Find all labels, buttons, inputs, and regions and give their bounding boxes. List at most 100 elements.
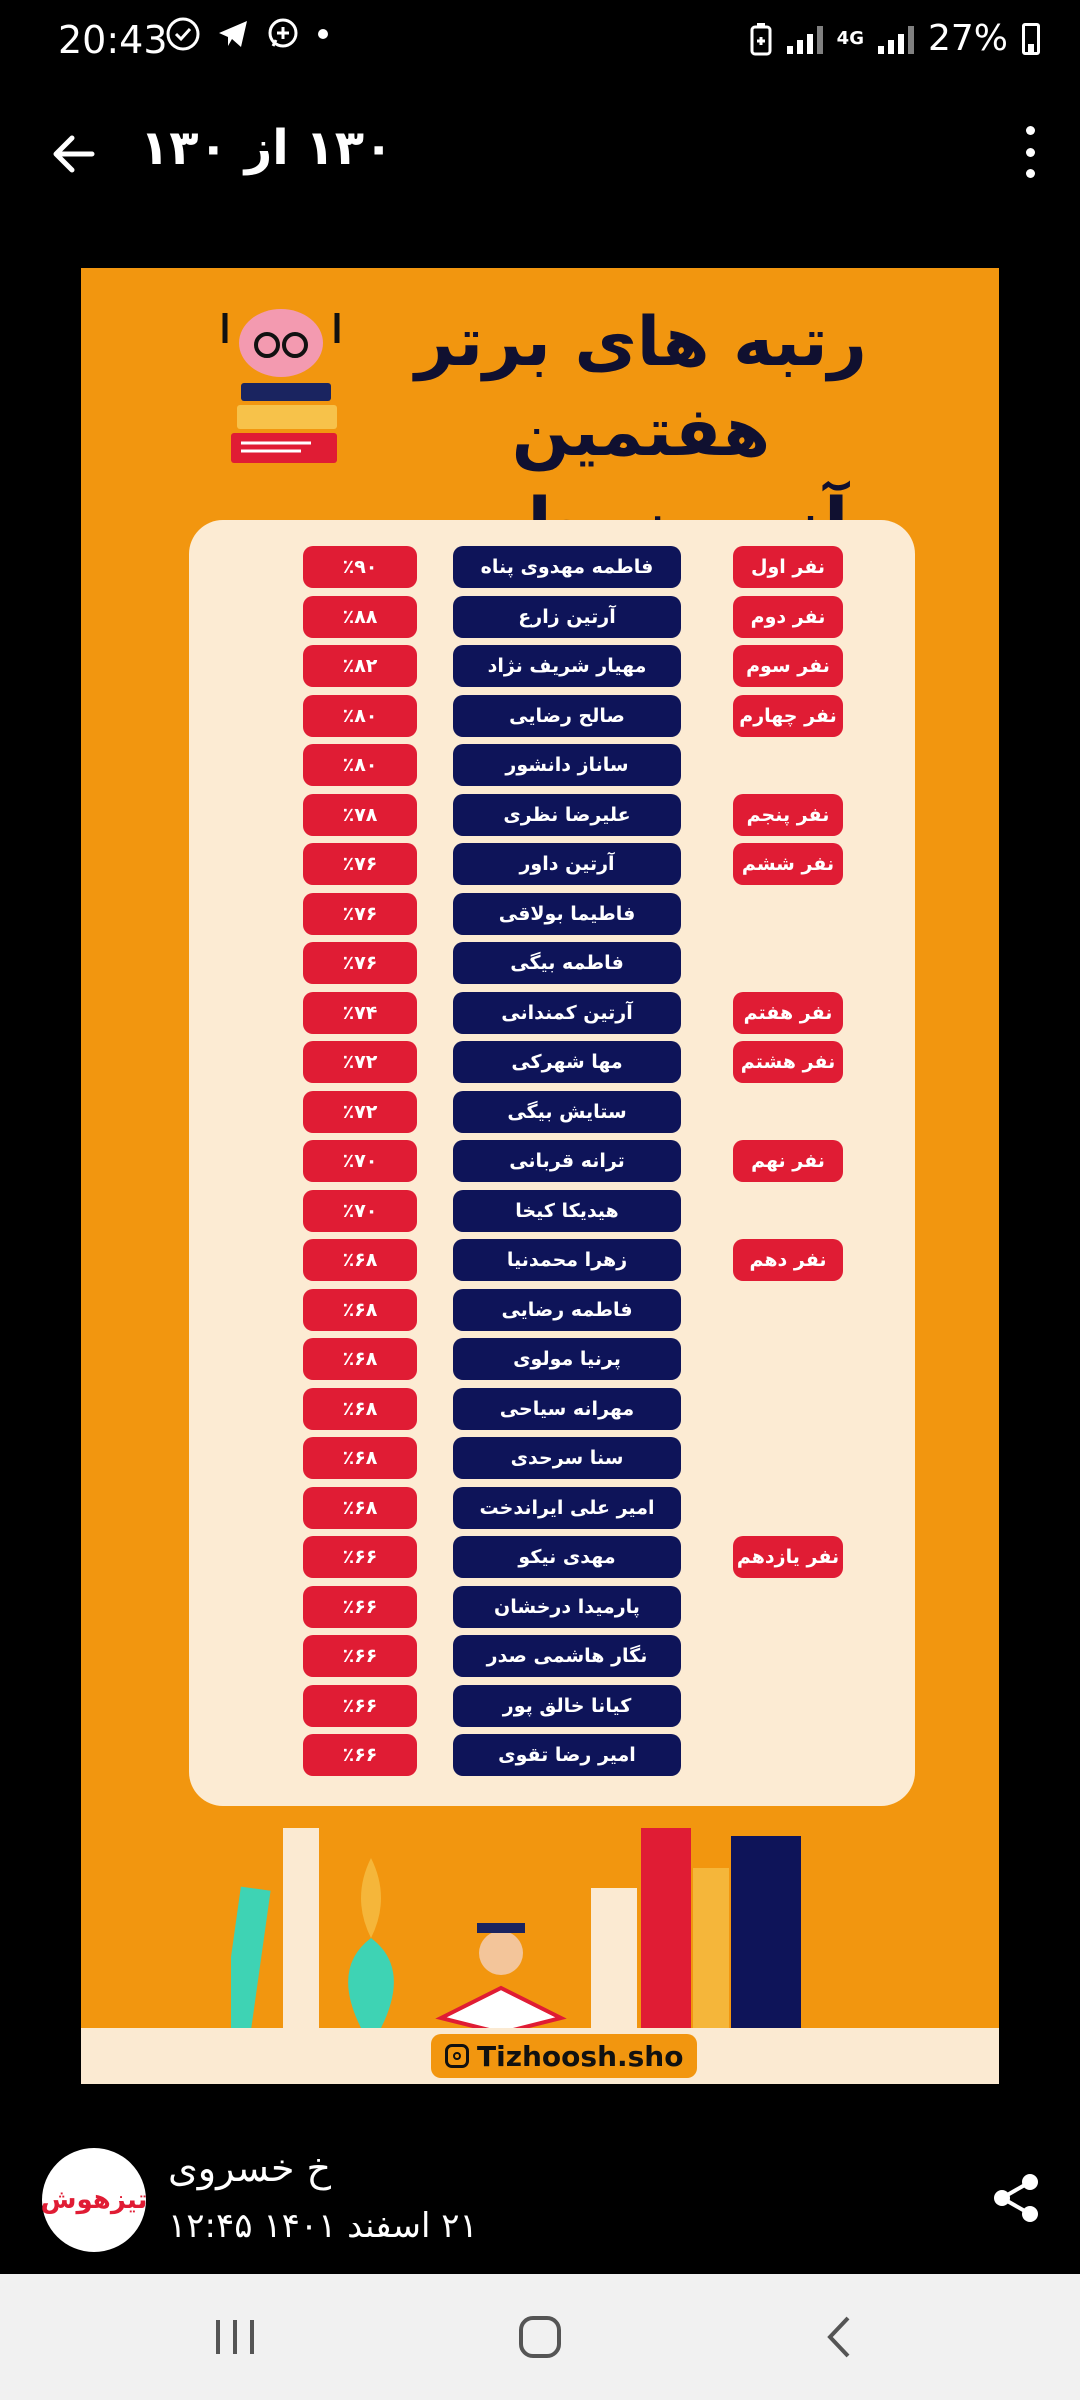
ranking-row: ٪۸۲ مهیار شریف نژاد نفر سوم — [189, 645, 915, 687]
score-percent: ٪۶۶ — [303, 1684, 417, 1727]
ranking-row: ٪۶۸ فاطمه رضایی — [189, 1288, 915, 1331]
score-percent: ٪۷۰ — [303, 1189, 417, 1232]
post-date: ۲۱ اسفند ۱۴۰۱ ۱۲:۴۵ — [168, 2206, 478, 2246]
score-percent: ٪۷۸ — [303, 793, 417, 836]
battery-icon — [1022, 22, 1040, 55]
instagram-handle-text: Tizhoosh.sho — [477, 2039, 684, 2073]
ranking-row: ٪۶۸ زهرا محمدنیا نفر دهم — [189, 1239, 915, 1281]
ranking-row: ٪۶۸ امیر علی ایراندخت — [189, 1486, 915, 1529]
share-icon — [994, 2174, 1038, 2222]
back-button[interactable] — [44, 124, 104, 184]
status-bar: 20:43 4G 27% — [0, 0, 1080, 82]
student-name: ساناز دانشور — [453, 744, 681, 786]
more-options-button[interactable] — [1010, 120, 1050, 184]
app-bar: ۱۳۰ از ۱۳۰ — [0, 100, 1080, 204]
score-percent: ٪۹۰ — [303, 546, 417, 588]
ranking-row: ٪۷۶ آرتین داور نفر ششم — [189, 843, 915, 885]
score-percent: ٪۶۸ — [303, 1437, 417, 1479]
student-name: پارمیدا درخشان — [453, 1585, 681, 1628]
rank-label: نفر چهارم — [733, 694, 843, 737]
ranking-row: ٪۷۰ هیدیکا کیخا — [189, 1189, 915, 1232]
rank-label: نفر هشتم — [733, 1041, 843, 1083]
post-info: تیزهوش خ خسروی ۲۱ اسفند ۱۴۰۱ ۱۲:۴۵ — [0, 2120, 1080, 2270]
score-percent: ٪۷۲ — [303, 1041, 417, 1083]
ranking-row: ٪۸۸ آرتین زارع نفر دوم — [189, 595, 915, 638]
student-name: آرتین زارع — [453, 595, 681, 638]
ranking-row: ٪۷۲ ستایش بیگی — [189, 1090, 915, 1133]
student-name: صالح رضایی — [453, 694, 681, 737]
notification-icons — [165, 16, 331, 52]
score-percent: ٪۶۸ — [303, 1239, 417, 1281]
telegram-icon — [219, 21, 247, 47]
score-percent: ٪۶۶ — [303, 1734, 417, 1776]
score-percent: ٪۶۸ — [303, 1486, 417, 1529]
student-name: فاطیما بولاقی — [453, 892, 681, 935]
score-percent: ٪۶۶ — [303, 1536, 417, 1578]
battery-percent: 27% — [927, 18, 1008, 59]
ranking-row: ٪۶۸ پرنیا مولوی — [189, 1338, 915, 1380]
page-counter-title: ۱۳۰ از ۱۳۰ — [140, 120, 394, 176]
score-percent: ٪۷۲ — [303, 1090, 417, 1133]
rank-label: نفر پنجم — [733, 793, 843, 836]
signal-icon — [786, 24, 823, 54]
rank-label: نفر اول — [733, 546, 843, 588]
rankings-panel: ٪۹۰ فاطمه مهدوی پناه نفر اول ٪۸۸ آرتین زارع ن… — [189, 520, 915, 1806]
navigation-bar — [0, 2274, 1080, 2400]
student-name: آرتین داور — [453, 843, 681, 885]
ranking-row: ٪۶۶ پارمیدا درخشان — [189, 1585, 915, 1628]
student-name: امیر علی ایراندخت — [453, 1486, 681, 1529]
student-name: فاطمه مهدوی پناه — [453, 546, 681, 588]
rank-label: نفر یازدهم — [733, 1536, 843, 1578]
student-name: کیانا خالق پور — [453, 1684, 681, 1727]
student-name: مهرانه سیاحی — [453, 1387, 681, 1430]
more-vert-icon — [1025, 126, 1035, 135]
instagram-handle: Tizhoosh.sho — [431, 2034, 698, 2078]
dot-icon — [318, 29, 328, 39]
ranking-row: ٪۷۶ فاطمه بیگی — [189, 942, 915, 984]
battery-saver-icon — [750, 22, 772, 55]
ranking-row: ٪۶۸ مهرانه سیاحی — [189, 1387, 915, 1430]
rank-label: نفر دوم — [733, 595, 843, 638]
avatar[interactable]: تیزهوش — [41, 2148, 147, 2252]
ranking-row: ٪۹۰ فاطمه مهدوی پناه نفر اول — [189, 546, 915, 588]
whatsapp-icon — [268, 18, 298, 48]
chevron-left-icon — [827, 2316, 850, 2358]
score-percent: ٪۸۸ — [303, 595, 417, 638]
rank-label: نفر سوم — [733, 645, 843, 687]
student-name: مهیار شریف نژاد — [453, 645, 681, 687]
ranking-row: ٪۷۲ مها شهرکی نفر هشتم — [189, 1041, 915, 1083]
ranking-row: ٪۷۰ ترانه قربانی نفر نهم — [189, 1140, 915, 1182]
graduate-books-illustration — [231, 1828, 801, 2036]
score-percent: ٪۶۸ — [303, 1387, 417, 1430]
poster-image[interactable]: رتبه های برتر هفتمین آزمون جامع هوش ٪۹۰ف… — [81, 268, 999, 2084]
rank-label: نفر دهم — [733, 1239, 843, 1281]
check-circle-icon — [166, 17, 200, 51]
home-button[interactable] — [505, 2304, 575, 2370]
score-percent: ٪۸۰ — [303, 694, 417, 737]
score-percent: ٪۷۰ — [303, 1140, 417, 1182]
student-name: سنا سرحدی — [453, 1437, 681, 1479]
ranking-row: ٪۸۰ ساناز دانشور — [189, 744, 915, 786]
score-percent: ٪۶۸ — [303, 1338, 417, 1380]
ranking-row: ٪۶۶ امیر رضا تقوی — [189, 1734, 915, 1776]
instagram-icon — [445, 2044, 469, 2068]
student-name: هیدیکا کیخا — [453, 1189, 681, 1232]
ranking-row: ٪۶۶ مهدی نیکو نفر یازدهم — [189, 1536, 915, 1578]
recent-apps-button[interactable] — [200, 2304, 270, 2370]
ranking-row: ٪۸۰ صالح رضایی نفر چهارم — [189, 694, 915, 737]
ranking-row: ٪۷۸ علیرضا نظری نفر پنجم — [189, 793, 915, 836]
score-percent: ٪۸۰ — [303, 744, 417, 786]
brain-books-illustration — [222, 309, 340, 463]
rank-label: نفر ششم — [733, 843, 843, 885]
student-name: زهرا محمدنیا — [453, 1239, 681, 1281]
score-percent: ٪۷۶ — [303, 892, 417, 935]
student-name: آرتین کمندانی — [453, 991, 681, 1034]
recent-apps-icon — [216, 2320, 254, 2354]
student-name: مها شهرکی — [453, 1041, 681, 1083]
share-button[interactable] — [986, 2168, 1046, 2228]
rank-label: نفر هفتم — [733, 991, 843, 1034]
arrow-left-icon — [53, 135, 95, 173]
back-nav-button[interactable] — [806, 2304, 876, 2370]
score-percent: ٪۷۶ — [303, 843, 417, 885]
signal-icon — [877, 24, 914, 54]
